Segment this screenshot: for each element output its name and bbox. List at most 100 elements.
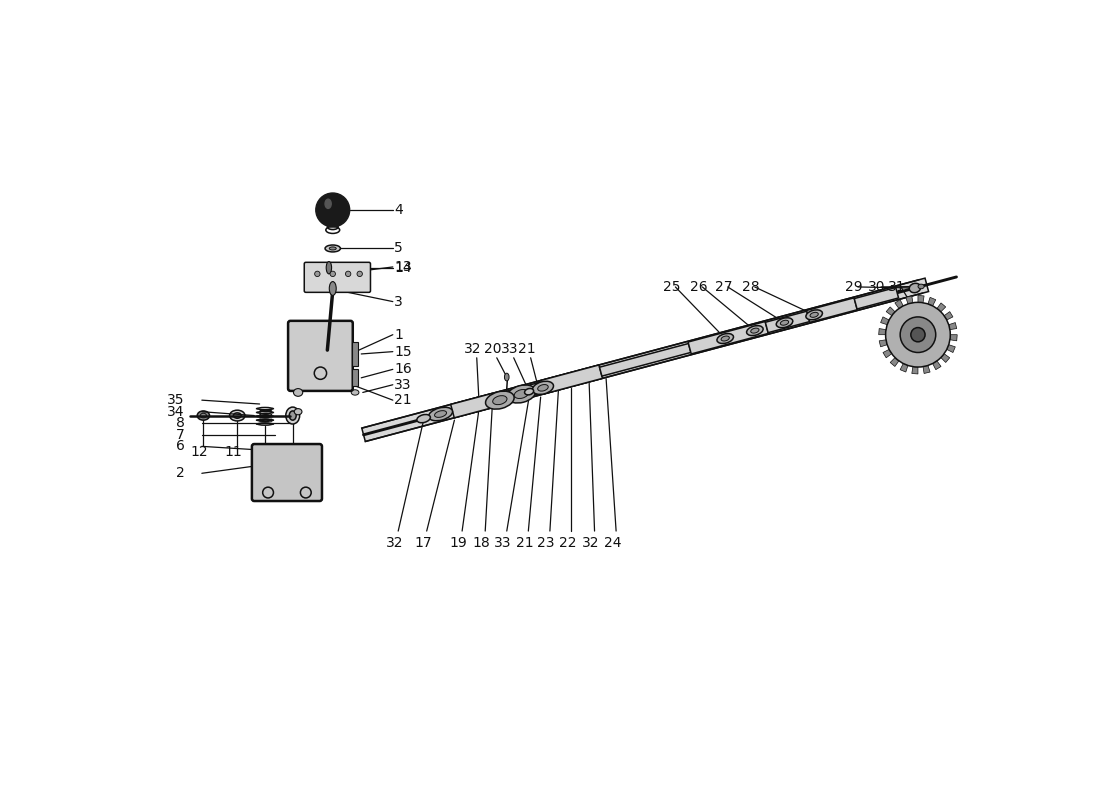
Text: 18: 18 <box>473 536 491 550</box>
Ellipse shape <box>505 373 509 381</box>
Text: 14: 14 <box>395 261 412 274</box>
Text: 24: 24 <box>604 536 622 550</box>
Polygon shape <box>362 278 928 442</box>
Ellipse shape <box>326 199 331 209</box>
Text: 6: 6 <box>176 439 185 454</box>
Polygon shape <box>855 287 899 309</box>
Circle shape <box>900 317 936 353</box>
Text: 21: 21 <box>395 393 412 407</box>
FancyBboxPatch shape <box>252 444 322 501</box>
Ellipse shape <box>327 262 331 274</box>
Polygon shape <box>937 303 946 312</box>
Text: 4: 4 <box>395 203 403 217</box>
Text: 35: 35 <box>167 393 185 407</box>
Text: 32: 32 <box>464 342 482 355</box>
Ellipse shape <box>233 413 241 418</box>
Ellipse shape <box>514 390 529 398</box>
Polygon shape <box>600 343 691 376</box>
Ellipse shape <box>286 407 299 424</box>
Polygon shape <box>879 340 888 347</box>
Text: 10: 10 <box>252 445 270 458</box>
Text: 21: 21 <box>516 536 534 550</box>
Polygon shape <box>940 354 949 362</box>
Bar <box>352 342 359 366</box>
Ellipse shape <box>289 411 296 420</box>
Ellipse shape <box>507 385 536 403</box>
Text: 26: 26 <box>690 280 707 294</box>
Polygon shape <box>881 317 889 325</box>
Ellipse shape <box>806 310 823 320</box>
Polygon shape <box>883 350 892 358</box>
Ellipse shape <box>777 318 793 328</box>
Text: 28: 28 <box>742 280 760 294</box>
Text: 31: 31 <box>889 280 906 294</box>
FancyBboxPatch shape <box>288 321 353 391</box>
Text: 1: 1 <box>395 328 404 342</box>
Ellipse shape <box>197 411 209 420</box>
Text: 33: 33 <box>395 378 411 392</box>
Ellipse shape <box>294 389 302 396</box>
Polygon shape <box>451 394 496 418</box>
Text: 33: 33 <box>494 536 512 550</box>
Polygon shape <box>890 358 899 366</box>
Text: 9: 9 <box>286 445 295 458</box>
Ellipse shape <box>532 382 553 394</box>
Circle shape <box>886 302 950 367</box>
Text: 2: 2 <box>176 466 185 480</box>
Polygon shape <box>948 322 957 330</box>
Polygon shape <box>806 298 857 322</box>
Polygon shape <box>928 298 936 306</box>
Text: 7: 7 <box>176 428 185 442</box>
Ellipse shape <box>538 385 548 391</box>
Circle shape <box>358 271 362 277</box>
Text: 32: 32 <box>582 536 600 550</box>
Ellipse shape <box>434 410 447 418</box>
FancyBboxPatch shape <box>305 262 371 292</box>
Ellipse shape <box>329 247 337 250</box>
Text: 34: 34 <box>167 405 185 418</box>
Text: 30: 30 <box>868 280 886 294</box>
Ellipse shape <box>910 283 921 293</box>
Ellipse shape <box>722 336 729 341</box>
Text: 11: 11 <box>224 445 242 458</box>
Text: 13: 13 <box>395 260 412 274</box>
Text: 5: 5 <box>395 242 403 255</box>
Text: 16: 16 <box>395 362 412 376</box>
Text: 8: 8 <box>176 416 185 430</box>
Polygon shape <box>895 300 903 309</box>
Ellipse shape <box>329 282 337 295</box>
Text: 12: 12 <box>190 445 208 458</box>
Text: 25: 25 <box>663 280 680 294</box>
Ellipse shape <box>493 396 507 405</box>
Ellipse shape <box>328 224 338 230</box>
Text: 3: 3 <box>395 294 403 309</box>
Polygon shape <box>944 312 953 320</box>
Text: 27: 27 <box>715 280 733 294</box>
Text: 32: 32 <box>386 536 403 550</box>
Polygon shape <box>493 382 542 406</box>
Text: 19: 19 <box>450 536 468 550</box>
Ellipse shape <box>747 326 763 335</box>
Polygon shape <box>540 365 603 394</box>
Text: 22: 22 <box>559 536 576 550</box>
Polygon shape <box>887 307 895 316</box>
Ellipse shape <box>918 284 924 289</box>
Polygon shape <box>933 361 940 370</box>
Ellipse shape <box>810 312 818 318</box>
Ellipse shape <box>429 407 452 421</box>
Ellipse shape <box>326 245 341 252</box>
Polygon shape <box>879 329 886 334</box>
Ellipse shape <box>750 328 759 333</box>
Ellipse shape <box>295 409 301 414</box>
Text: 17: 17 <box>414 536 431 550</box>
Text: 33: 33 <box>502 342 518 355</box>
Text: 15: 15 <box>395 345 412 358</box>
Text: 23: 23 <box>537 536 554 550</box>
Polygon shape <box>947 345 955 353</box>
Circle shape <box>316 193 350 227</box>
Text: 29: 29 <box>845 280 862 294</box>
Ellipse shape <box>525 389 533 395</box>
Circle shape <box>330 271 336 277</box>
Circle shape <box>315 271 320 277</box>
Ellipse shape <box>485 391 514 409</box>
